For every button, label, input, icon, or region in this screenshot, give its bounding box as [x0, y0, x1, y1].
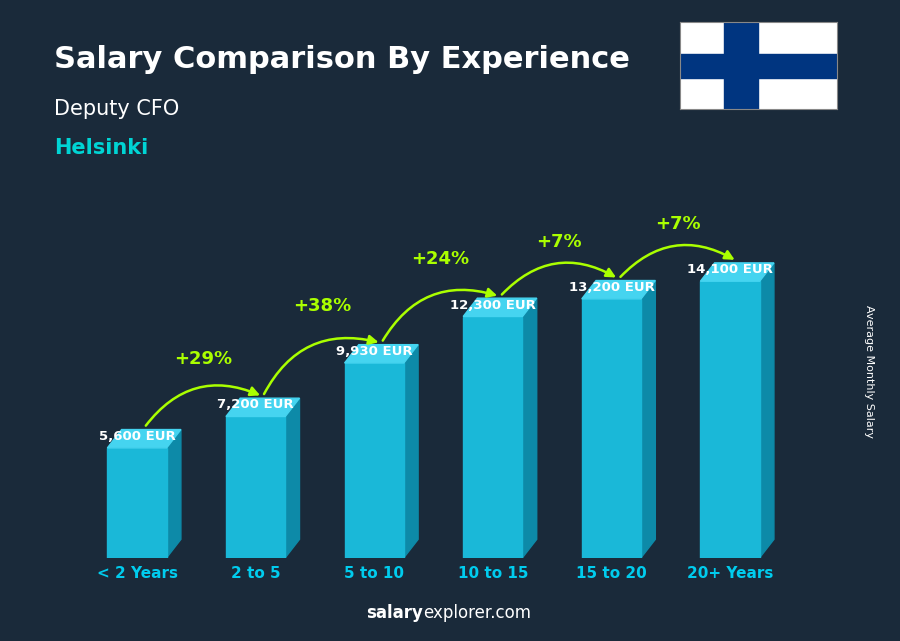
Text: 14,100 EUR: 14,100 EUR — [687, 263, 773, 276]
Text: +29%: +29% — [175, 350, 232, 368]
Bar — [107, 448, 166, 558]
Bar — [700, 281, 760, 558]
Text: salary: salary — [366, 604, 423, 622]
Text: 9,930 EUR: 9,930 EUR — [336, 345, 412, 358]
Polygon shape — [166, 429, 181, 558]
Polygon shape — [285, 398, 300, 558]
Polygon shape — [107, 429, 181, 448]
Text: 7,200 EUR: 7,200 EUR — [217, 399, 294, 412]
Bar — [464, 317, 523, 558]
Text: +7%: +7% — [536, 233, 582, 251]
Text: Deputy CFO: Deputy CFO — [54, 99, 179, 119]
Bar — [581, 299, 641, 558]
Bar — [345, 363, 404, 558]
Text: Salary Comparison By Experience: Salary Comparison By Experience — [54, 45, 630, 74]
Text: +7%: +7% — [655, 215, 701, 233]
Bar — [724, 22, 758, 109]
Polygon shape — [345, 345, 418, 363]
Polygon shape — [641, 281, 655, 558]
Polygon shape — [523, 298, 536, 558]
Bar — [680, 54, 837, 78]
Text: explorer.com: explorer.com — [423, 604, 531, 622]
Text: 13,200 EUR: 13,200 EUR — [569, 281, 654, 294]
Polygon shape — [226, 398, 300, 417]
Polygon shape — [700, 263, 774, 281]
Text: Helsinki: Helsinki — [54, 138, 148, 158]
Text: 5,600 EUR: 5,600 EUR — [99, 430, 176, 443]
Text: Average Monthly Salary: Average Monthly Salary — [863, 305, 874, 438]
Polygon shape — [404, 345, 419, 558]
Polygon shape — [464, 298, 536, 317]
Polygon shape — [760, 263, 774, 558]
Text: +24%: +24% — [411, 250, 470, 268]
Polygon shape — [581, 281, 655, 299]
Bar — [226, 417, 285, 558]
Text: +38%: +38% — [292, 297, 351, 315]
Text: 12,300 EUR: 12,300 EUR — [450, 299, 536, 312]
